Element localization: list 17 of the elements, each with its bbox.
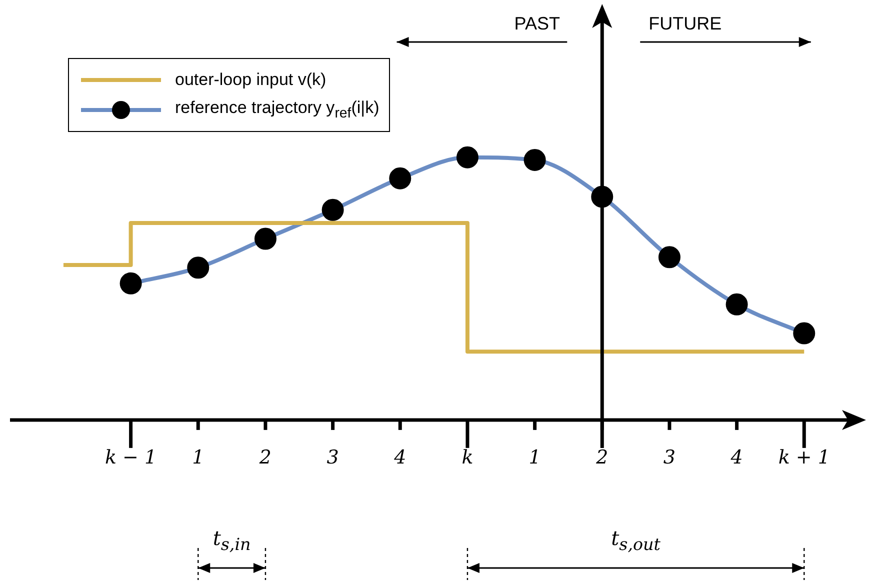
text: PAST [514,14,560,34]
x-tick-label: 2 [595,446,608,469]
x-tick-label: 4 [730,446,743,469]
text: FUTURE [648,14,722,34]
x-tick-label: k − 1 [104,446,157,469]
x-tick-label: k + 1 [778,446,830,469]
legend-label: reference trajectory y$_{ref}$(i|k) [175,98,380,122]
x-tick-label: k [462,446,474,469]
x-tick-label: 1 [528,446,541,469]
text: t$_{s,in}$ [212,526,251,554]
x-tick-label: 2 [258,446,272,469]
x-tick-label: 1 [192,446,204,469]
legend-label: outer-loop input v(k) [175,70,326,90]
text: t$_{s,out}$ [611,526,660,554]
x-tick-label: 4 [393,446,406,469]
x-tick-label: 3 [663,446,676,469]
x-tick-label: 3 [326,446,339,469]
